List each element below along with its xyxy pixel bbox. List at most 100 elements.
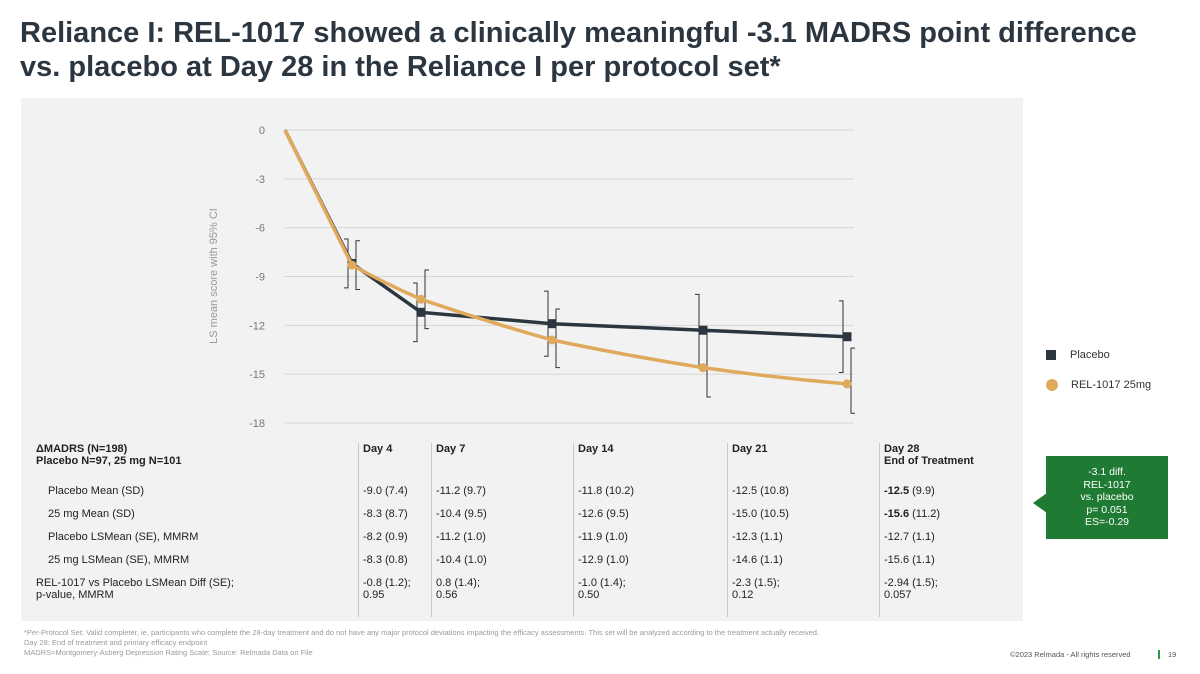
data-point-placebo — [842, 332, 852, 342]
callout-line: ES=-0.29 — [1084, 516, 1130, 529]
cell-line1: 0.8 (1.4); — [436, 577, 481, 589]
header-day4: Day 4 — [358, 443, 432, 485]
legend-item-placebo: Placebo — [1046, 340, 1151, 370]
table-cell: -14.6 (1.1) — [727, 554, 880, 577]
cell-line2: 0.50 — [578, 589, 600, 601]
y-tick-label: -6 — [255, 223, 265, 235]
header-day7: Day 7 — [431, 443, 574, 485]
data-point-rel — [842, 379, 852, 389]
table-row: Placebo Mean (SD) -9.0 (7.4) -11.2 (9.7)… — [36, 485, 1024, 508]
table-cell: -12.3 (1.1) — [727, 531, 880, 554]
table-cell: -11.2 (9.7) — [431, 485, 574, 508]
table-cell: -8.3 (0.8) — [358, 554, 432, 577]
cell-line2: 0.057 — [884, 589, 912, 601]
footer-divider — [1158, 650, 1160, 659]
cell-line2: 0.95 — [363, 589, 385, 601]
table-cell: -2.94 (1.5); 0.057 — [879, 577, 1024, 617]
y-tick-label: -3 — [255, 174, 265, 186]
header-day21: Day 21 — [727, 443, 880, 485]
table-cell: -11.8 (10.2) — [573, 485, 728, 508]
footnote-line: MADRS=Montgomery-Asberg Depression Ratin… — [24, 648, 313, 657]
cell-line2: 0.12 — [732, 589, 754, 601]
table-row: Placebo LSMean (SE), MMRM -8.2 (0.9) -11… — [36, 531, 1024, 554]
y-tick-label: 0 — [259, 125, 265, 137]
page-title: Reliance I: REL-1017 showed a clinically… — [20, 17, 1137, 83]
series-line-rel — [283, 129, 848, 386]
series-line-placebo — [283, 129, 848, 339]
table-cell: -9.0 (7.4) — [358, 485, 432, 508]
table-row: 25 mg LSMean (SE), MMRM -8.3 (0.8) -10.4… — [36, 554, 1024, 577]
row-label: REL-1017 vs Placebo LSMean Diff (SE); p-… — [36, 577, 359, 617]
table-cell: -11.2 (1.0) — [431, 531, 574, 554]
error-bar-rel — [706, 331, 711, 398]
row-label-line2: p-value, MMRM — [36, 589, 114, 601]
table-header-label: ΔMADRS (N=198) Placebo N=97, 25 mg N=101 — [36, 443, 359, 485]
data-point-placebo — [698, 325, 708, 335]
table-row: REL-1017 vs Placebo LSMean Diff (SE); p-… — [36, 577, 1024, 617]
table-cell: -1.0 (1.4); 0.50 — [573, 577, 728, 617]
chart-legend: Placebo REL-1017 25mg — [1046, 340, 1151, 400]
legend-label-rel: REL-1017 25mg — [1071, 379, 1152, 391]
legend-label-placebo: Placebo — [1070, 349, 1110, 361]
table-cell: -11.9 (1.0) — [573, 531, 728, 554]
table-cell: -2.3 (1.5); 0.12 — [727, 577, 880, 617]
table-cell: -10.4 (9.5) — [431, 508, 574, 531]
rel-marker-icon — [1046, 379, 1058, 391]
table-cell: -12.9 (1.0) — [573, 554, 728, 577]
table-cell: -12.5 (10.8) — [727, 485, 880, 508]
copyright: ©2023 Relmada - All rights reserved — [1010, 650, 1131, 659]
table-row: 25 mg Mean (SD) -8.3 (8.7) -10.4 (9.5) -… — [36, 508, 1024, 531]
row-label-line1: REL-1017 vs Placebo LSMean Diff (SE); — [36, 577, 234, 589]
y-tick-label: -12 — [249, 320, 265, 332]
data-point-placebo — [547, 319, 557, 329]
cell-line2: 0.56 — [436, 589, 458, 601]
y-axis-label: LS mean score with 95% CI — [208, 208, 220, 344]
table-cell: -0.8 (1.2); 0.95 — [358, 577, 432, 617]
data-point-placebo — [416, 307, 426, 317]
table-cell: -15.6 (11.2) — [879, 508, 1024, 531]
cell-line1: -0.8 (1.2); — [363, 577, 411, 589]
error-bar-rel — [555, 308, 560, 369]
header-day28-line1: Day 28 — [884, 443, 920, 455]
data-point-rel — [347, 260, 357, 270]
table-cell: -15.6 (1.1) — [879, 554, 1024, 577]
y-tick-label: -18 — [249, 418, 265, 430]
table-cell: -12.7 (1.1) — [879, 531, 1024, 554]
callout-line: p= 0.051 — [1086, 503, 1128, 516]
header-label-line1: ΔMADRS (N=198) — [36, 443, 128, 455]
cell-bold-value: -12.5 — [884, 485, 910, 497]
difference-callout: -3.1 diff. REL-1017 vs. placebo p= 0.051… — [1046, 456, 1168, 539]
footnote-line: Day 28: End of treatment and primary eff… — [24, 638, 208, 647]
callout-line: REL-1017 — [1083, 478, 1131, 491]
row-label: Placebo Mean (SD) — [48, 485, 144, 497]
footnote: *Per-Protocol Set: Valid completer, ie, … — [24, 628, 1034, 658]
cell-line1: -1.0 (1.4); — [578, 577, 626, 589]
table-header-row: ΔMADRS (N=198) Placebo N=97, 25 mg N=101… — [36, 443, 1024, 485]
cell-bold-value: -15.6 — [884, 508, 910, 520]
table-cell: 0.8 (1.4); 0.56 — [431, 577, 574, 617]
table-cell: -10.4 (1.0) — [431, 554, 574, 577]
callout-line: -3.1 diff. — [1088, 466, 1126, 479]
callout-line: vs. placebo — [1080, 491, 1134, 504]
table-cell: -12.6 (9.5) — [573, 508, 728, 531]
row-label: 25 mg Mean (SD) — [48, 508, 135, 520]
cell-rest-value: (11.2) — [909, 508, 941, 520]
placebo-marker-icon — [1046, 350, 1056, 360]
madrs-data-table: ΔMADRS (N=198) Placebo N=97, 25 mg N=101… — [36, 443, 1024, 617]
data-point-rel — [698, 363, 708, 373]
table-cell: -12.5 (9.9) — [879, 485, 1024, 508]
cell-line1: -2.94 (1.5); — [884, 577, 938, 589]
table-cell: -8.3 (8.7) — [358, 508, 432, 531]
cell-rest-value: (9.9) — [909, 485, 935, 497]
row-label: Placebo LSMean (SE), MMRM — [48, 531, 199, 543]
table-cell: -15.0 (10.5) — [727, 508, 880, 531]
legend-item-rel: REL-1017 25mg — [1046, 370, 1151, 400]
error-bar-rel — [850, 347, 855, 414]
row-label: 25 mg LSMean (SE), MMRM — [48, 554, 190, 566]
table-cell: -8.2 (0.9) — [358, 531, 432, 554]
header-day14: Day 14 — [573, 443, 728, 485]
header-day28-line2: End of Treatment — [884, 455, 974, 467]
footnote-line: *Per-Protocol Set: Valid completer, ie, … — [24, 628, 819, 637]
cell-line1: -2.3 (1.5); — [732, 577, 780, 589]
